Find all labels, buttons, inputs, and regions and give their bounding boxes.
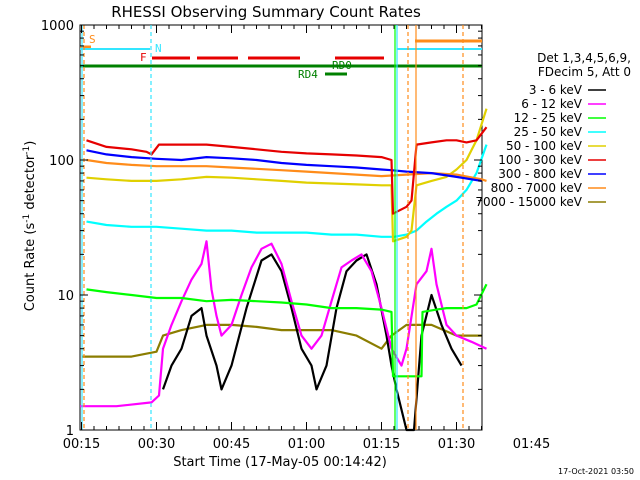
y-tick-label: 1: [66, 424, 74, 439]
chart-title: RHESSI Observing Summary Count Rates: [111, 3, 421, 21]
legend-entry-label: 3 - 6 keV: [529, 83, 583, 97]
series-line-7000-15000-kev: [81, 323, 482, 358]
legend-entry-label: 100 - 300 keV: [498, 153, 582, 167]
y-tick-label: 1000: [41, 19, 74, 34]
flag-label-rd0: RD0: [332, 59, 352, 72]
x-tick-label: 00:15: [63, 437, 100, 452]
legend-entry-label: 800 - 7000 keV: [491, 181, 583, 195]
x-tick-label: 01:00: [288, 437, 325, 452]
y-tick-label: 10: [57, 289, 74, 304]
series-line-25-50-kev: [86, 144, 488, 238]
series-line-6-12-kev: [80, 240, 487, 408]
x-tick-label: 00:30: [138, 437, 175, 452]
flag-label-f: F: [140, 51, 147, 64]
flag-label-rd4: RD4: [298, 68, 318, 81]
axes: 00:15 00:30 00:45 01:00 01:15 01:30 01:45 1 10 10…: [41, 19, 550, 452]
legend-entry-label: 50 - 100 keV: [506, 139, 583, 153]
series-layer: [80, 108, 488, 432]
x-tick-label: 01:45: [513, 437, 550, 452]
legend-entry-label: 300 - 800 keV: [498, 167, 582, 181]
x-axis-title: Start Time (17-May-05 00:14:42): [173, 455, 387, 470]
x-tick-label: 01:30: [438, 437, 475, 452]
legend-entry-label: 12 - 25 keV: [514, 111, 583, 125]
flag-label-n: N: [155, 42, 162, 55]
timestamp: 17-Oct-2021 03:50: [558, 467, 634, 476]
legend-header: Det 1,3,4,5,6,9,: [537, 51, 631, 65]
instrument-state-lines: [81, 25, 464, 430]
series-line-12-25-kev: [86, 283, 488, 378]
flag-label-s: S: [89, 33, 96, 46]
series-line-3-6-kev: [161, 253, 463, 432]
legend-header: FDecim 5, Att 0: [538, 65, 631, 79]
x-tick-label: 00:45: [213, 437, 250, 452]
flag-layer: S NF RD0 RD4: [80, 33, 482, 81]
y-tick-label: 100: [49, 154, 74, 169]
legend-entry-label: 25 - 50 keV: [514, 125, 583, 139]
x-tick-label: 01:15: [363, 437, 400, 452]
series-line-300-800-kev: [86, 149, 482, 182]
legend-entry-label: 6 - 12 keV: [521, 97, 583, 111]
legend-entry-label: 7000 - 15000 keV: [475, 195, 582, 209]
y-axis-title: Count Rate (s-1 detector-1): [22, 141, 38, 312]
series-line-100-300-kev: [86, 126, 488, 215]
legend: Det 1,3,4,5,6,9,FDecim 5, Att 0 3 - 6 keV…: [475, 51, 631, 209]
